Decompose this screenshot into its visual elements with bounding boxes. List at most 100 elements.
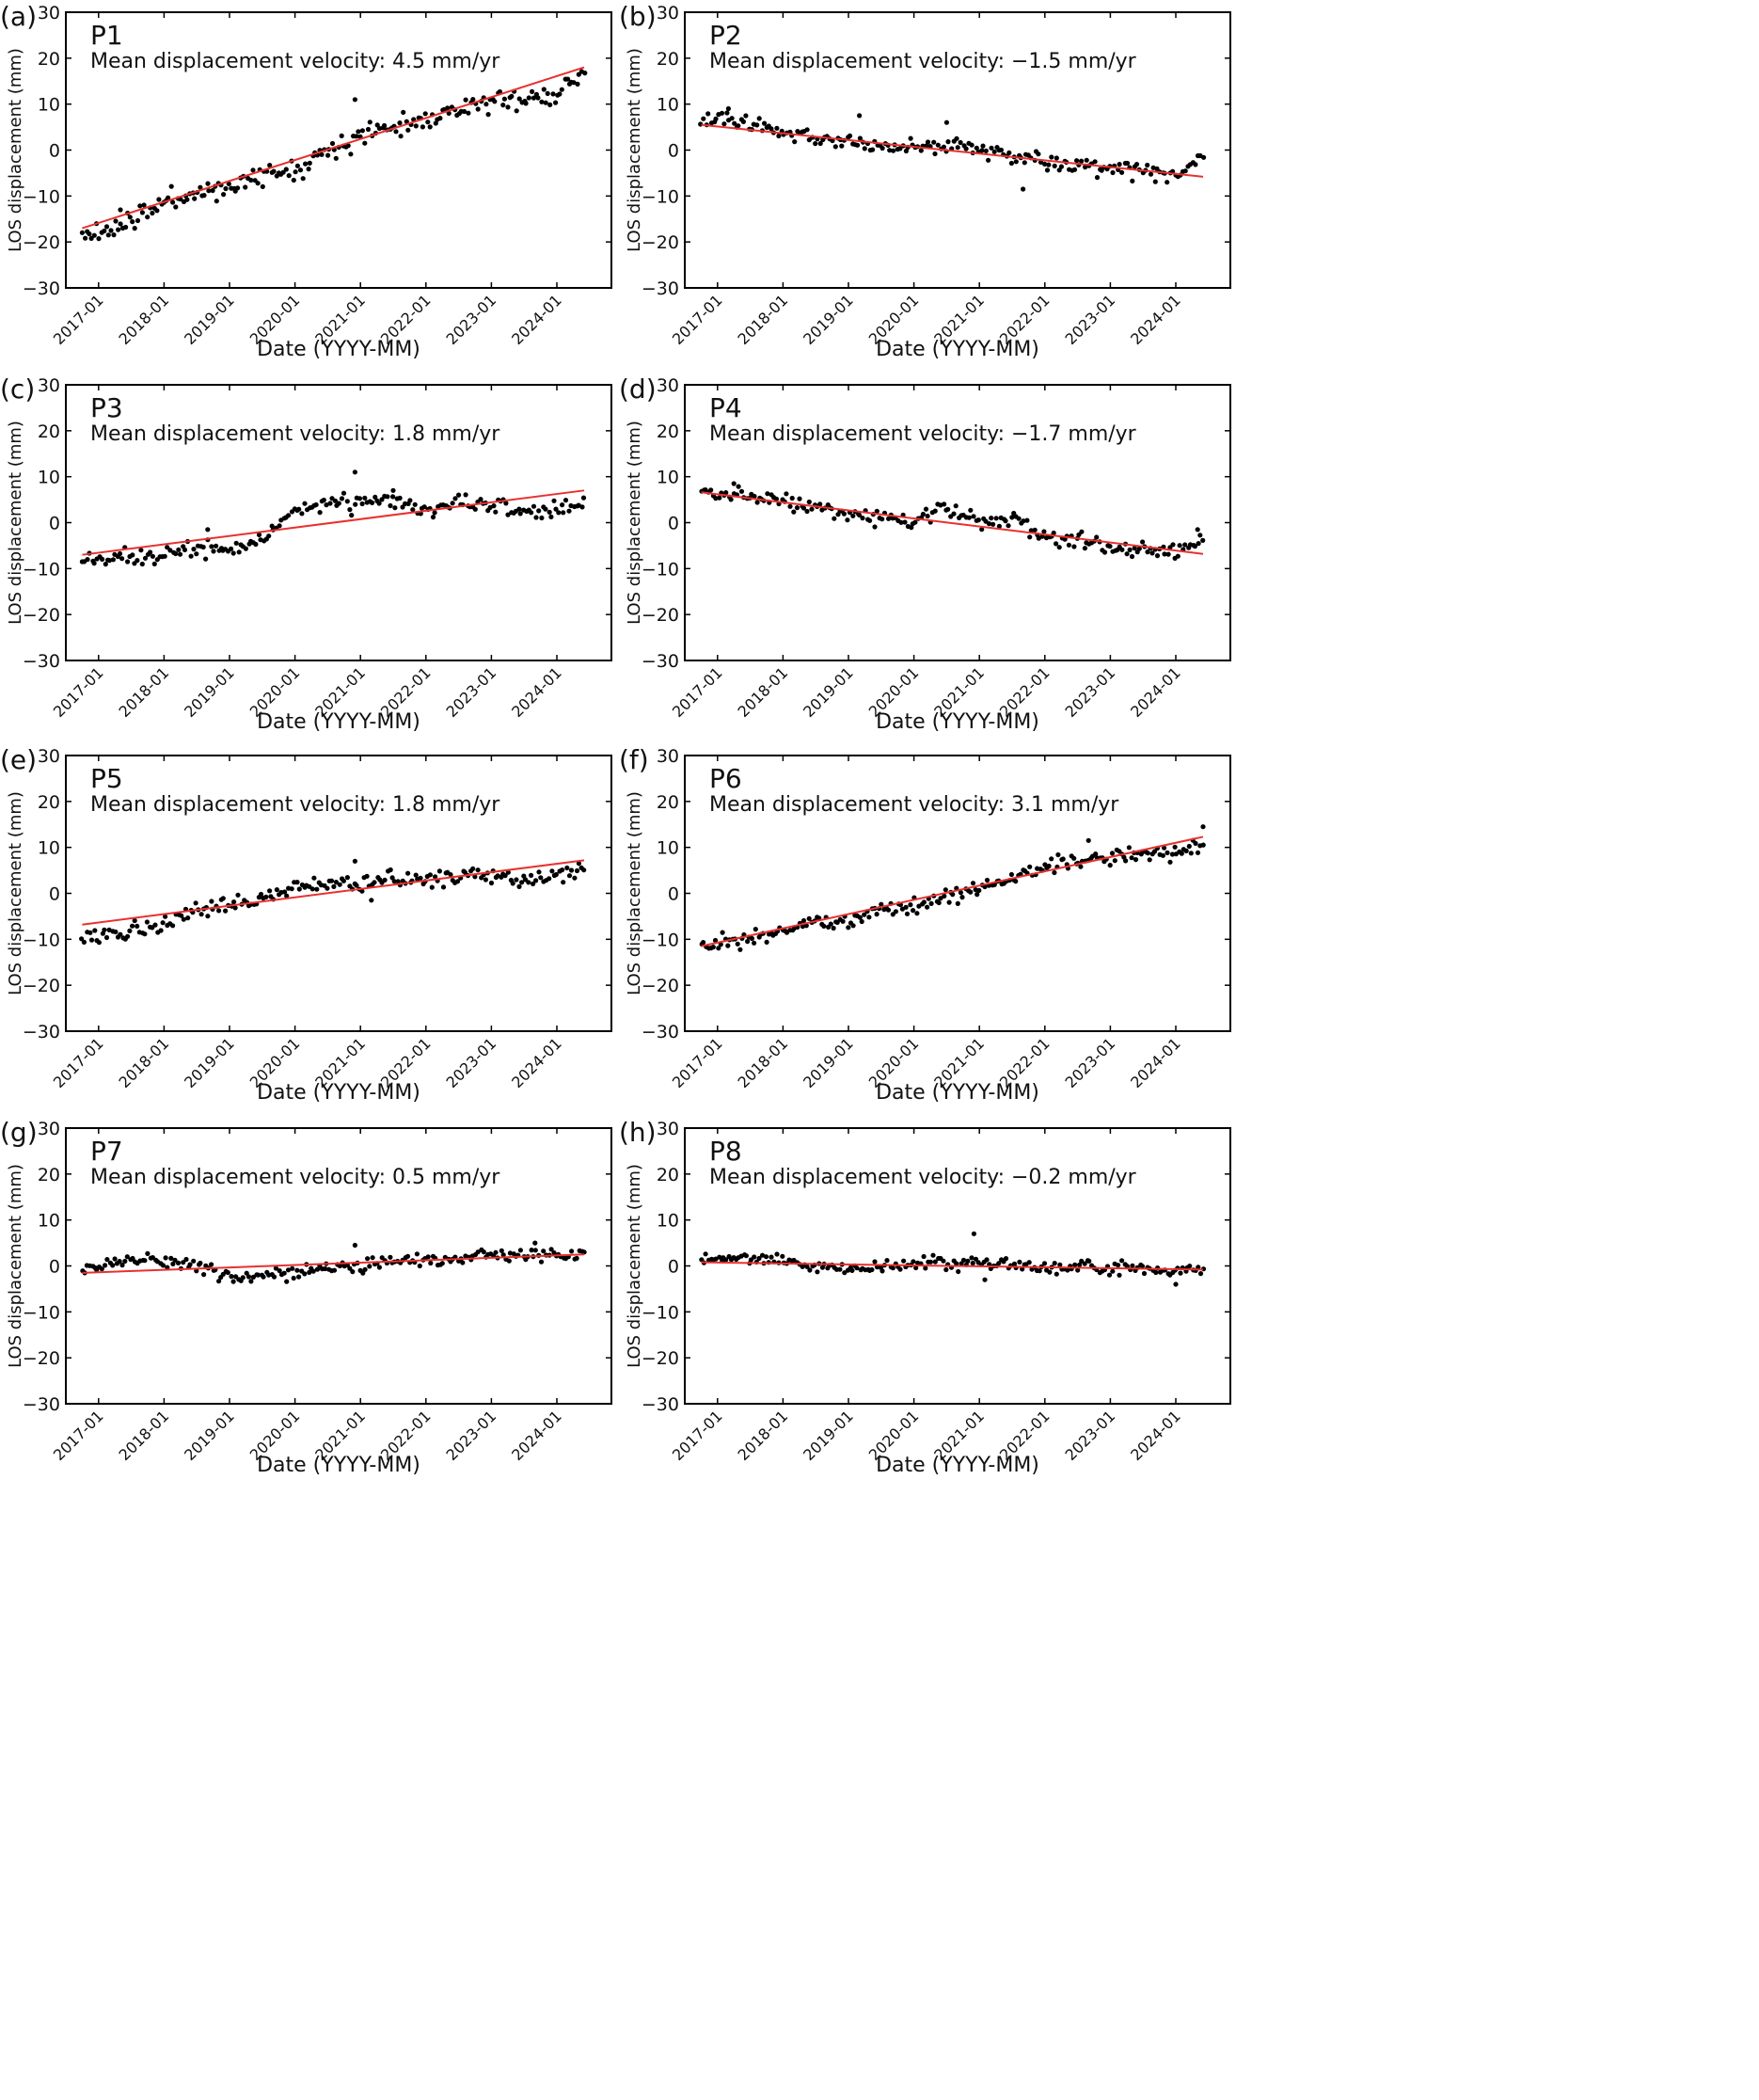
data-point <box>536 869 542 875</box>
data-point <box>1072 1262 1078 1267</box>
data-point <box>236 549 242 555</box>
y-axis-label: LOS displacement (mm) <box>625 48 644 252</box>
data-point <box>125 559 131 565</box>
data-point <box>362 140 368 146</box>
data-point <box>365 1256 371 1262</box>
y-tick-label: −30 <box>23 1394 60 1415</box>
data-point <box>1082 546 1087 551</box>
data-point <box>188 553 194 559</box>
data-point <box>753 927 758 932</box>
outlier-point <box>1200 824 1206 830</box>
y-tick-label: −20 <box>23 232 60 253</box>
data-point <box>1110 169 1116 176</box>
x-tick-label: 2018-01 <box>116 1407 173 1464</box>
data-point <box>943 1266 949 1273</box>
data-point <box>1008 160 1014 167</box>
data-point <box>723 490 729 496</box>
data-point <box>925 513 930 519</box>
data-point <box>815 1269 820 1275</box>
x-tick-label: 2024-01 <box>1127 1034 1184 1091</box>
data-point <box>216 1279 222 1284</box>
data-point <box>420 124 425 130</box>
data-point <box>941 144 947 150</box>
point-label: P5 <box>90 763 123 794</box>
data-point <box>765 491 770 497</box>
data-point <box>1188 851 1194 856</box>
point-label: P6 <box>709 763 742 794</box>
data-point <box>776 133 782 139</box>
data-point <box>903 904 909 910</box>
x-tick-label: 2017-01 <box>50 663 107 721</box>
y-tick-label: −10 <box>23 559 60 580</box>
data-point <box>752 493 757 500</box>
data-point <box>339 496 345 501</box>
data-point <box>986 521 992 527</box>
data-point <box>581 1249 587 1255</box>
data-point <box>127 928 133 934</box>
data-point <box>794 505 800 511</box>
data-point <box>1165 180 1170 185</box>
data-point <box>289 886 294 892</box>
data-point <box>870 147 876 152</box>
data-point <box>165 545 170 550</box>
data-point <box>105 232 111 238</box>
data-point <box>194 551 199 557</box>
data-point <box>379 497 385 502</box>
data-point <box>574 1255 579 1261</box>
data-point <box>806 915 812 921</box>
data-point <box>951 511 957 517</box>
data-point <box>880 145 885 151</box>
data-point <box>1200 842 1206 848</box>
data-point <box>412 501 418 507</box>
data-point <box>1178 1270 1183 1276</box>
data-point <box>148 549 153 555</box>
data-point <box>576 861 582 867</box>
x-tick-label: 2017-01 <box>669 1034 726 1091</box>
data-point <box>885 907 892 913</box>
data-point <box>111 232 117 238</box>
data-point <box>908 902 913 908</box>
data-point <box>311 875 317 881</box>
data-point <box>113 218 119 224</box>
data-point <box>754 500 760 505</box>
outlier-point <box>943 119 950 125</box>
x-tick-label: 2023-01 <box>443 663 500 721</box>
outlier-point <box>352 97 357 103</box>
data-point <box>243 546 248 551</box>
data-point <box>800 917 807 924</box>
data-point <box>433 874 438 880</box>
data-point <box>1165 850 1170 856</box>
data-point <box>1165 551 1171 557</box>
data-point <box>470 866 476 871</box>
data-point <box>300 176 306 182</box>
data-point <box>176 547 182 552</box>
data-point <box>849 1267 855 1273</box>
data-point <box>1052 1261 1057 1266</box>
data-point <box>83 235 88 241</box>
data-point <box>191 547 197 552</box>
outlier-point <box>352 1242 357 1249</box>
y-tick-label: 0 <box>668 141 679 162</box>
y-tick-label: −30 <box>642 1022 679 1042</box>
data-point <box>1041 1261 1048 1266</box>
data-point <box>404 119 409 124</box>
data-point <box>299 511 305 517</box>
data-point <box>989 145 994 151</box>
data-point <box>201 1272 207 1278</box>
y-tick-label: 30 <box>657 375 679 396</box>
data-point <box>354 883 359 888</box>
y-tick-label: 20 <box>657 792 679 813</box>
data-point <box>1052 869 1057 876</box>
data-point <box>506 1258 512 1264</box>
velocity-text: Mean displacement velocity: −1.5 mm/yr <box>709 50 1137 73</box>
data-point <box>1110 1268 1116 1274</box>
data-point <box>581 867 587 873</box>
data-point <box>523 101 529 106</box>
data-point <box>1042 161 1048 167</box>
data-point <box>1046 863 1052 869</box>
data-point <box>425 1254 431 1260</box>
y-tick-label: −10 <box>642 186 679 207</box>
data-point <box>979 148 985 153</box>
